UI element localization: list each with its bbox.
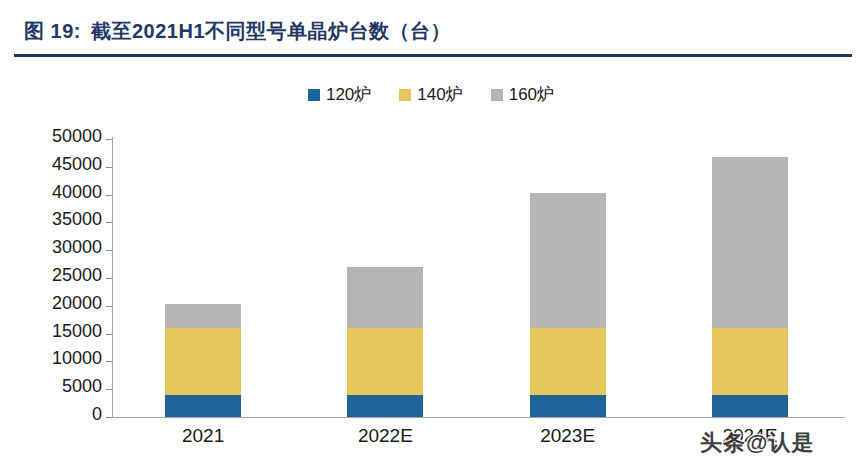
y-tick-mark — [106, 417, 112, 418]
y-tick-mark — [106, 250, 112, 251]
bar-segment-120炉-2023E — [530, 395, 606, 417]
figure: 图 19:截至2021H1不同型号单晶炉台数（台） 120炉 140炉 160炉… — [0, 0, 862, 471]
y-tick-label: 20000 — [30, 293, 102, 313]
x-tick-label-2022E: 2022E — [315, 425, 455, 447]
bar-segment-140炉-2023E — [530, 328, 606, 395]
y-tick-label: 40000 — [30, 182, 102, 202]
x-axis-line — [112, 417, 845, 418]
y-tick-label: 30000 — [30, 237, 102, 257]
y-tick-label: 15000 — [30, 321, 102, 341]
y-tick-mark — [106, 195, 112, 196]
bar-segment-160炉-2021 — [165, 304, 241, 328]
bar-segment-120炉-2021 — [165, 395, 241, 417]
bar-segment-160炉-2022E — [347, 267, 423, 328]
y-tick-label: 10000 — [30, 348, 102, 368]
watermark: 头条@认是 — [700, 428, 814, 458]
plot-area: 0 5000 10000 15000 20000 25000 30000 35000 40000… — [0, 0, 862, 471]
y-tick-mark — [106, 278, 112, 279]
y-tick-label: 35000 — [30, 209, 102, 229]
y-tick-mark — [106, 361, 112, 362]
bar-segment-140炉-2021 — [165, 328, 241, 395]
y-tick-label: 45000 — [30, 154, 102, 174]
x-tick-label-2021: 2021 — [133, 425, 273, 447]
y-tick-mark — [106, 139, 112, 140]
bar-segment-140炉-2022E — [347, 328, 423, 395]
y-axis-line — [112, 137, 113, 417]
y-tick-mark — [106, 222, 112, 223]
bar-segment-120炉-2022E — [347, 395, 423, 417]
y-tick-label: 5000 — [30, 376, 102, 396]
y-tick-mark — [106, 389, 112, 390]
bar-segment-120炉-2024E — [712, 395, 788, 417]
y-tick-mark — [106, 167, 112, 168]
y-tick-mark — [106, 306, 112, 307]
x-tick-label-2023E: 2023E — [498, 425, 638, 447]
y-tick-label: 50000 — [30, 126, 102, 146]
bar-segment-160炉-2023E — [530, 193, 606, 328]
y-tick-mark — [106, 334, 112, 335]
bar-segment-140炉-2024E — [712, 328, 788, 395]
y-tick-label: 0 — [30, 404, 102, 424]
y-tick-label: 25000 — [30, 265, 102, 285]
bar-segment-160炉-2024E — [712, 157, 788, 328]
